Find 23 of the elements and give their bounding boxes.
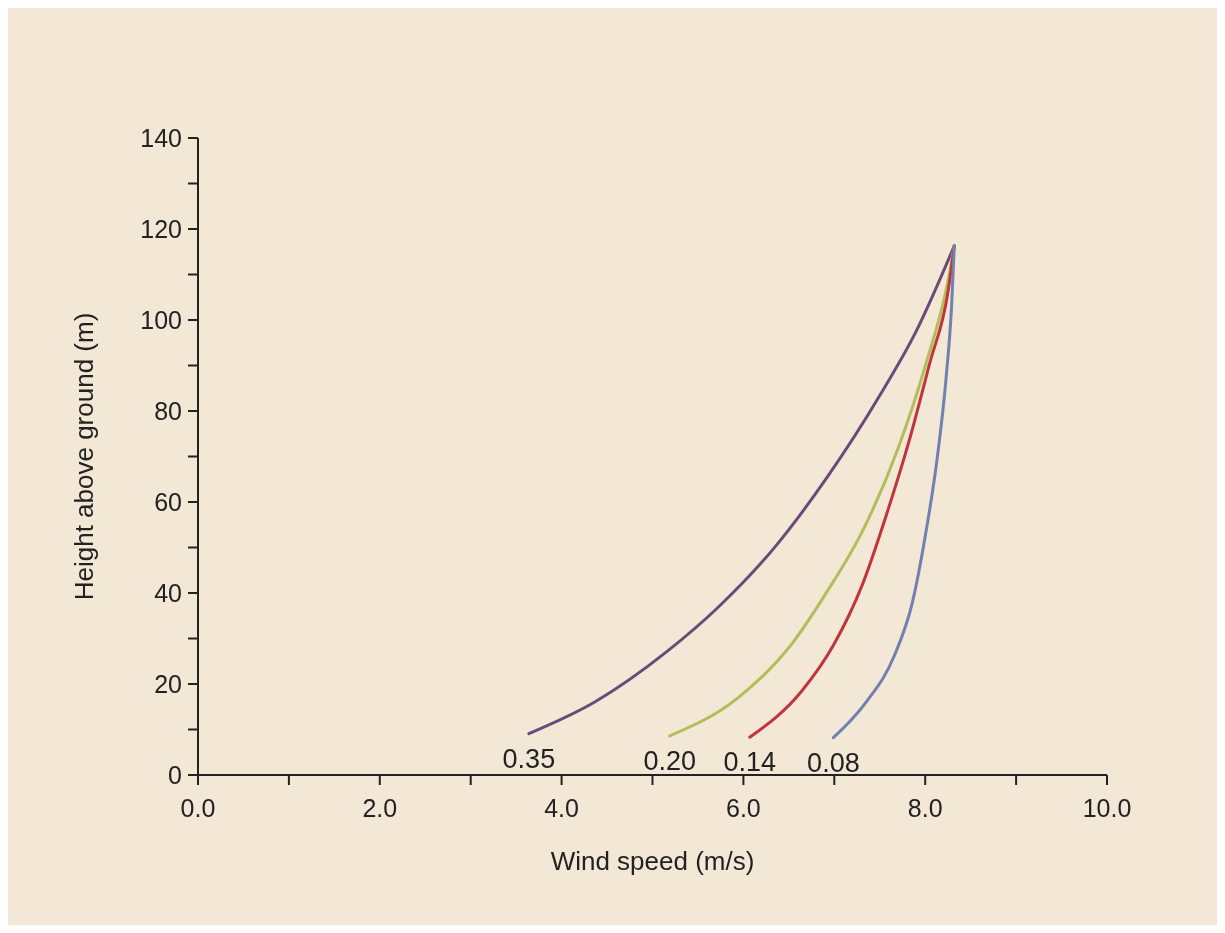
x-tick-label: 10.0 — [1082, 794, 1132, 822]
y-tick-label: 80 — [154, 396, 182, 425]
y-tick-label: 100 — [140, 305, 182, 334]
y-tick-label: 140 — [140, 123, 182, 152]
x-tick-label: 6.0 — [726, 794, 761, 822]
x-tick-label: 8.0 — [907, 794, 943, 822]
y-tick-label: 40 — [154, 578, 182, 607]
series-label: 0.20 — [643, 745, 697, 776]
x-tick-label: 4.0 — [544, 794, 579, 822]
y-tick-label: 20 — [154, 669, 182, 698]
line-series — [668, 244, 956, 738]
x-axis-title: Wind speed (m/s) — [550, 846, 755, 876]
x-tick-label: 2.0 — [362, 794, 398, 822]
y-tick-label: 60 — [154, 487, 182, 516]
line-series — [831, 244, 956, 740]
series-label: 0.14 — [723, 747, 777, 778]
series-label: 0.08 — [807, 747, 860, 778]
y-tick-label: 120 — [140, 214, 182, 243]
y-tick-label: 0 — [168, 760, 182, 789]
x-tick-label: 0.0 — [180, 794, 216, 822]
series-label: 0.35 — [502, 743, 556, 774]
y-axis-title: Height above ground (m) — [69, 312, 99, 601]
line-series — [527, 244, 956, 736]
